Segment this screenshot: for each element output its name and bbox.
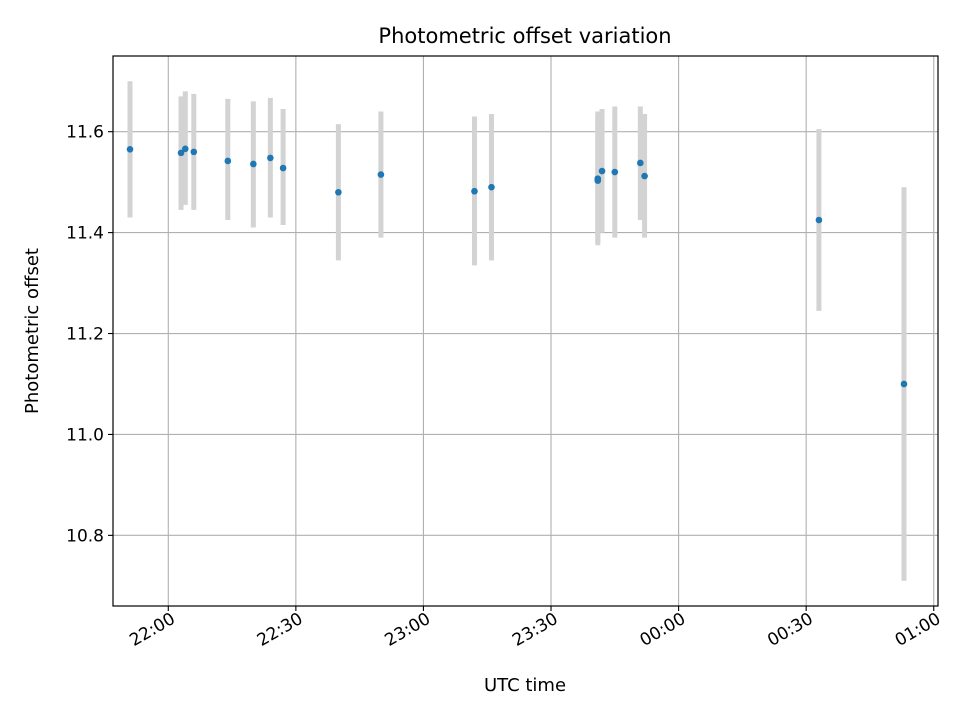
data-point <box>637 159 644 167</box>
data-point <box>598 167 606 175</box>
data-points <box>126 145 908 388</box>
data-point <box>377 171 385 178</box>
y-tick-label: 11.4 <box>66 224 104 244</box>
data-point <box>335 188 342 196</box>
data-point <box>181 145 189 153</box>
y-tick-label: 11.6 <box>66 123 104 143</box>
data-point <box>641 172 648 180</box>
grid <box>113 56 938 606</box>
y-axis-label: Photometric offset <box>22 248 43 414</box>
data-point <box>250 160 257 168</box>
data-point <box>190 148 198 156</box>
data-point <box>126 146 134 153</box>
data-point <box>900 380 908 388</box>
data-point <box>611 168 619 176</box>
data-point <box>279 164 287 172</box>
y-axis-ticks: 10.8 11.0 11.2 11.4 11.6 <box>66 123 113 546</box>
data-point <box>594 177 602 184</box>
y-tick-label: 11.0 <box>66 425 104 445</box>
y-tick-label: 11.2 <box>66 325 104 345</box>
plot-frame <box>112 55 939 607</box>
data-point <box>471 187 478 195</box>
data-point <box>267 154 274 162</box>
data-point <box>224 157 232 165</box>
y-tick-label: 10.8 <box>66 526 104 546</box>
data-point <box>177 149 185 157</box>
x-axis-label: UTC time <box>484 675 566 696</box>
chart-title: Photometric offset variation <box>378 24 671 48</box>
data-point <box>815 216 823 224</box>
data-point <box>488 183 495 191</box>
